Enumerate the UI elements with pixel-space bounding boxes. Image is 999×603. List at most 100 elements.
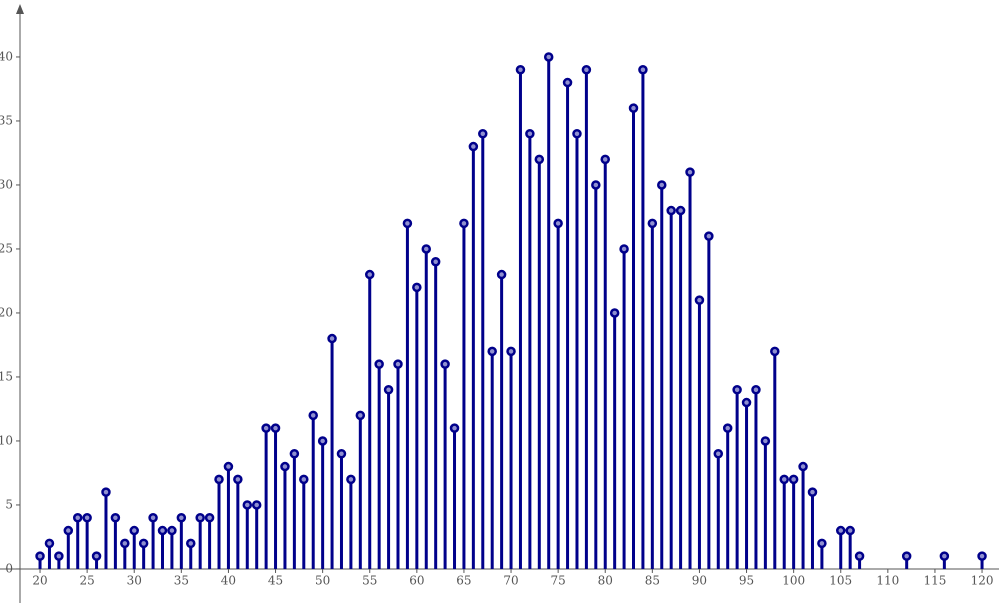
stem-marker: [798, 461, 808, 472]
x-tick-label: 30: [127, 573, 142, 587]
stem-marker: [251, 500, 262, 510]
stem-marker: [383, 385, 394, 395]
stem-marker: [657, 180, 667, 190]
y-tick-label: 20: [0, 305, 13, 319]
stem-marker: [628, 103, 639, 113]
y-tick-label: 0: [5, 561, 13, 575]
x-tick-label: 20: [32, 573, 47, 587]
y-tick-label: 10: [0, 433, 13, 447]
stem-marker: [327, 333, 337, 344]
stem-marker: [666, 205, 676, 216]
stem-marker: [44, 538, 55, 549]
stem-marker: [346, 474, 356, 485]
stem-marker: [110, 513, 121, 523]
stem-marker: [685, 167, 695, 177]
stem-marker: [317, 436, 328, 446]
x-tick-label: 95: [739, 573, 754, 587]
stem-marker: [515, 65, 526, 75]
stem-marker: [440, 359, 450, 369]
stem-marker: [713, 449, 724, 459]
stem-marker: [374, 359, 384, 369]
y-tick-label: 15: [0, 369, 13, 383]
y-tick-label: 30: [0, 177, 13, 191]
y-axis-arrow: [16, 4, 24, 14]
stem-marker: [600, 154, 610, 165]
x-tick-label: 40: [221, 573, 236, 587]
stem-marker: [459, 218, 469, 229]
stem-marker: [308, 410, 318, 421]
stem-marker: [807, 487, 818, 497]
stem-marker: [901, 551, 912, 561]
x-tick-label: 115: [923, 573, 946, 587]
stem-marker: [609, 308, 620, 318]
stem-marker: [939, 551, 950, 561]
stem-marker: [355, 410, 366, 421]
stem-marker: [770, 346, 780, 357]
stem-marker: [638, 65, 648, 75]
stem-marker: [214, 474, 224, 485]
x-tick-label: 55: [362, 573, 377, 587]
x-tick-label: 110: [876, 573, 899, 587]
stem-marker: [421, 244, 432, 254]
stem-marker: [176, 513, 187, 523]
stem-marker: [496, 269, 507, 280]
stem-marker: [760, 436, 771, 446]
stem-marker: [675, 205, 686, 216]
stem-marker: [741, 397, 752, 408]
stem-marker: [242, 500, 253, 510]
stem-marker: [393, 359, 403, 369]
stem-marker: [449, 423, 460, 433]
y-tick-label: 5: [5, 497, 13, 511]
stem-marker: [186, 538, 196, 549]
stem-marker: [157, 525, 168, 536]
stem-marker: [732, 385, 742, 395]
stem-marker: [534, 154, 545, 165]
stem-marker: [280, 461, 290, 472]
stem-marker: [195, 513, 205, 523]
stem-marker: [101, 487, 111, 497]
stem-marker: [72, 513, 83, 523]
stem-marker: [506, 346, 516, 357]
stem-marker: [694, 295, 705, 305]
y-tick-label: 25: [0, 241, 13, 255]
x-tick-label: 45: [268, 573, 283, 587]
stem-marker: [261, 423, 271, 433]
stem-marker: [223, 461, 234, 472]
stem-marker: [619, 244, 629, 254]
stem-marker: [148, 513, 158, 523]
stem-marker: [91, 551, 102, 561]
stem-marker: [817, 538, 827, 549]
stem-marker: [54, 551, 64, 561]
x-tick-label: 60: [409, 573, 424, 587]
stem-marker: [704, 231, 714, 241]
stem-marker: [167, 525, 177, 536]
stem-marker: [336, 449, 347, 459]
stem-marker: [270, 423, 281, 433]
stem-marker: [591, 180, 601, 190]
stem-marker: [487, 346, 497, 357]
x-tick-label: 35: [174, 573, 189, 587]
stem-marker: [562, 77, 573, 88]
x-tick-label: 50: [315, 573, 330, 587]
y-tick-label: 40: [0, 49, 13, 63]
stem-marker: [779, 474, 789, 485]
stem-marker: [977, 551, 987, 561]
stem-marker: [525, 129, 535, 139]
stem-marker: [478, 129, 488, 139]
stem-marker: [468, 141, 479, 152]
stem-marker: [412, 282, 422, 293]
stem-marker: [82, 513, 92, 523]
x-tick-label: 120: [971, 573, 994, 587]
x-tick-label: 65: [456, 573, 471, 587]
stem-marker: [722, 423, 733, 433]
stem-marker: [233, 474, 243, 485]
stem-marker: [553, 218, 563, 229]
stem-marker: [138, 538, 149, 549]
stem-marker: [543, 52, 554, 62]
stem-marker: [845, 525, 855, 536]
x-tick-label: 80: [598, 573, 613, 587]
stem-marker: [581, 65, 592, 75]
x-tick-label: 75: [550, 573, 565, 587]
stem-marker: [854, 551, 865, 561]
